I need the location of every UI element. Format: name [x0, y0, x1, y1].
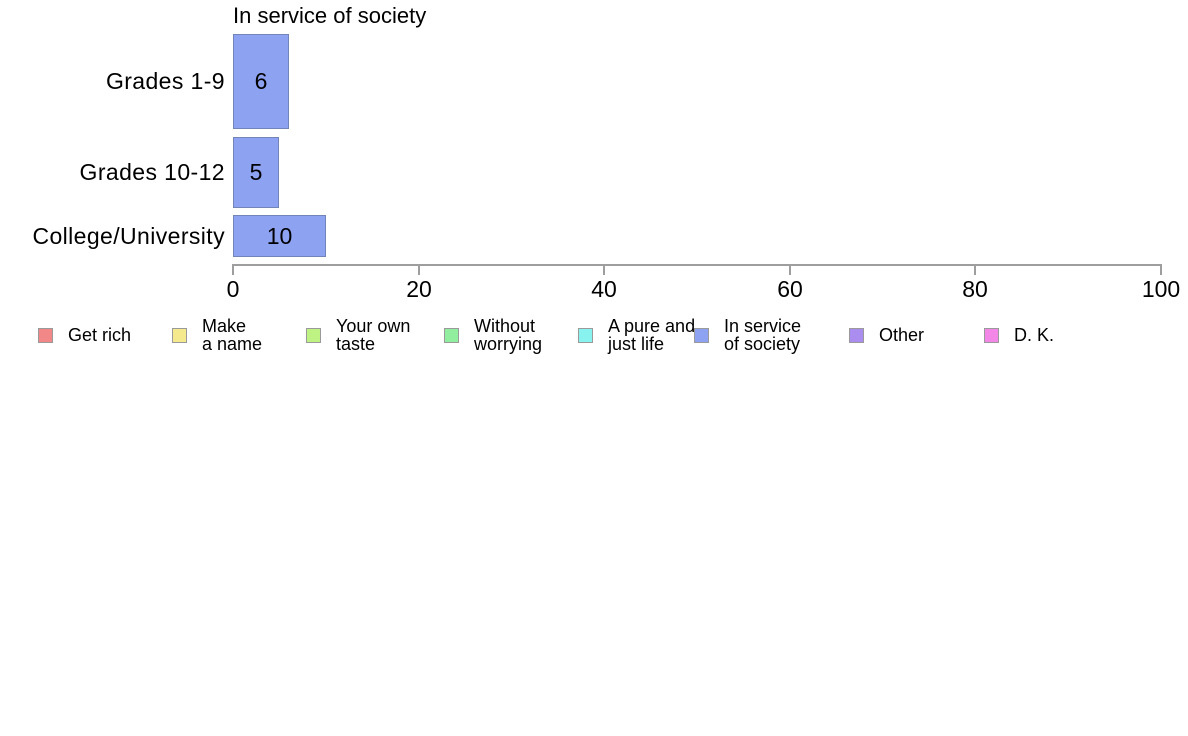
- legend-label: Without worrying: [474, 316, 543, 354]
- category-label-college-university: College/University: [32, 223, 225, 249]
- x-axis-tick: [232, 264, 234, 275]
- legend-label: In service of society: [724, 316, 802, 354]
- x-axis-tick: [1160, 264, 1162, 275]
- x-axis-tick-label: 0: [226, 276, 240, 302]
- x-axis-tick-label: 20: [406, 276, 432, 302]
- x-axis-tick: [974, 264, 976, 275]
- legend-swatch-d-k: [984, 327, 999, 343]
- x-axis-tick: [418, 264, 420, 275]
- legend-label: Get rich: [68, 325, 132, 345]
- legend-swatch-without-worrying: [444, 327, 459, 343]
- chart-title: In service of society: [233, 3, 427, 28]
- legend-swatch-get-rich: [38, 327, 53, 343]
- legend-label: Make a name: [202, 316, 263, 354]
- legend-item-your-own-taste: Your own taste: [306, 315, 410, 355]
- legend-label: Other: [879, 325, 925, 345]
- x-axis-line: [233, 264, 1161, 266]
- legend-swatch-a-pure-and-just-life: [578, 327, 593, 343]
- bar-college-university: 10: [233, 215, 326, 257]
- legend-item-without-worrying: Without worrying: [444, 315, 542, 355]
- legend-item-other: Other: [849, 315, 924, 355]
- x-axis-tick-label: 60: [777, 276, 803, 302]
- x-axis-tick-label: 100: [1141, 276, 1181, 302]
- legend-item-get-rich: Get rich: [38, 315, 131, 355]
- legend-swatch-other: [849, 327, 864, 343]
- legend-label: Your own taste: [336, 316, 411, 354]
- legend-item-make-a-name: Make a name: [172, 315, 262, 355]
- legend-label: A pure and just life: [608, 316, 696, 354]
- category-label-grades-1-9: Grades 1-9: [105, 68, 225, 94]
- bar-value-label: 6: [254, 68, 268, 94]
- legend-item-a-pure-and-just-life: A pure and just life: [578, 315, 695, 355]
- bar-grades-10-12: 5: [233, 137, 279, 208]
- bar-value-label: 5: [249, 159, 263, 185]
- legend-label: D. K.: [1014, 325, 1055, 345]
- legend-item-in-service-of-society: In service of society: [694, 315, 801, 355]
- x-axis-tick: [603, 264, 605, 275]
- legend-swatch-in-service-of-society: [694, 327, 709, 343]
- bar-grades-1-9: 6: [233, 34, 289, 129]
- legend-swatch-make-a-name: [172, 327, 187, 343]
- bar-value-label: 10: [266, 222, 293, 249]
- legend-item-d-k: D. K.: [984, 315, 1054, 355]
- x-axis-tick-label: 80: [962, 276, 988, 302]
- category-label-grades-10-12: Grades 10-12: [79, 159, 225, 185]
- x-axis-tick: [789, 264, 791, 275]
- legend-swatch-your-own-taste: [306, 327, 321, 343]
- x-axis-tick-label: 40: [591, 276, 617, 302]
